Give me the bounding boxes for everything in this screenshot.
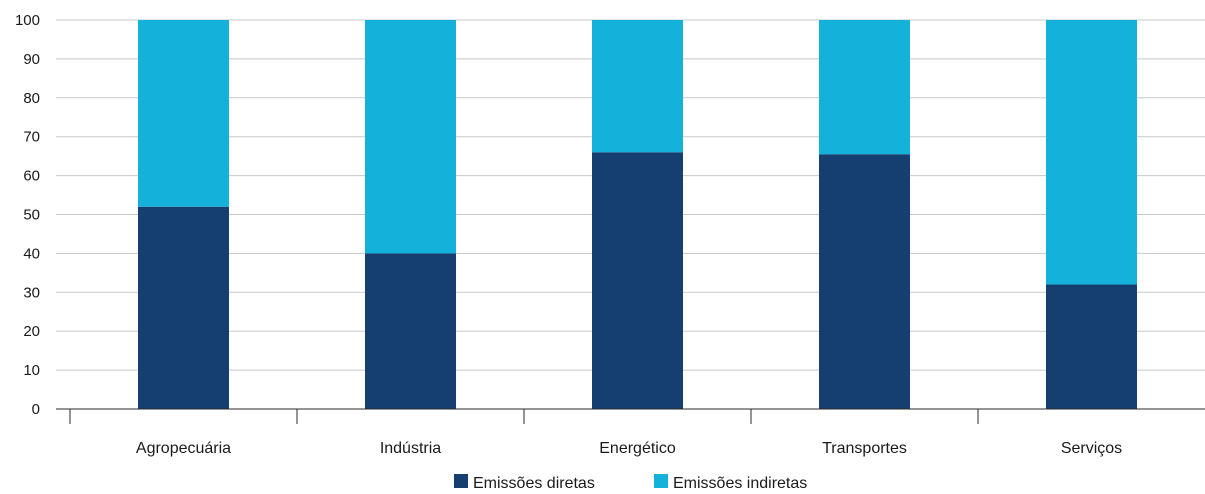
legend-swatch (654, 474, 668, 488)
y-tick-label: 20 (23, 323, 40, 340)
bar-indirect-3 (819, 20, 910, 154)
legend-label: Emissões diretas (473, 475, 595, 492)
x-axis: Agropecuária Indústria Energético Transport… (56, 409, 1205, 457)
y-tick-label: 50 (23, 207, 40, 224)
y-tick-label: 70 (23, 129, 40, 146)
legend-swatch (454, 474, 468, 488)
y-tick-label: 30 (23, 284, 40, 301)
y-tick-label: 90 (23, 51, 40, 68)
y-tick-label: 40 (23, 245, 40, 262)
y-axis-ticks: 0 10 20 30 40 50 60 70 80 90 100 (15, 12, 40, 418)
x-tick-label: Transportes (822, 440, 907, 457)
bar-indirect-1 (365, 20, 456, 253)
y-tick-label: 0 (32, 401, 40, 418)
bar-direct-3 (819, 154, 910, 409)
bar-indirect-4 (1046, 20, 1137, 285)
x-tick-label: Serviços (1061, 440, 1122, 457)
legend: Emissões diretas Emissões indiretas (454, 474, 807, 492)
y-tick-label: 10 (23, 362, 40, 379)
y-tick-label: 80 (23, 90, 40, 107)
bar-direct-2 (592, 152, 683, 409)
x-tick-label: Energético (599, 440, 676, 457)
bar-indirect-2 (592, 20, 683, 152)
x-tick-label: Indústria (380, 440, 441, 457)
y-tick-label: 100 (15, 12, 40, 29)
bar-direct-4 (1046, 285, 1137, 409)
bar-direct-1 (365, 253, 456, 409)
bar-direct-0 (138, 207, 229, 409)
x-tick-label: Agropecuária (136, 440, 231, 457)
y-tick-label: 60 (23, 168, 40, 185)
bar-indirect-0 (138, 20, 229, 207)
legend-label: Emissões indiretas (673, 475, 807, 492)
